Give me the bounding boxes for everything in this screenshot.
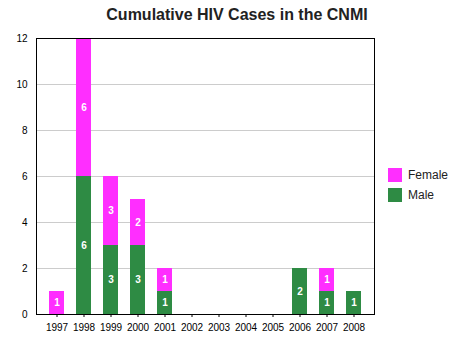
svg-text:3: 3 — [108, 205, 114, 216]
svg-text:2008: 2008 — [343, 322, 366, 333]
svg-text:6: 6 — [22, 171, 28, 182]
svg-text:12: 12 — [16, 33, 28, 44]
svg-text:6: 6 — [81, 240, 87, 251]
svg-text:0: 0 — [22, 309, 28, 320]
svg-text:3: 3 — [108, 274, 114, 285]
svg-text:8: 8 — [22, 125, 28, 136]
svg-text:2002: 2002 — [181, 322, 204, 333]
svg-text:1998: 1998 — [73, 322, 96, 333]
svg-text:1: 1 — [54, 297, 60, 308]
svg-text:10: 10 — [16, 79, 28, 90]
svg-text:1: 1 — [162, 297, 168, 308]
svg-text:2: 2 — [297, 286, 303, 297]
svg-text:2: 2 — [22, 263, 28, 274]
svg-text:3: 3 — [135, 274, 141, 285]
html-text:Male: Male — [408, 188, 434, 202]
html-text:Female: Female — [408, 168, 448, 182]
svg-text:1999: 1999 — [100, 322, 123, 333]
svg-text:2005: 2005 — [262, 322, 285, 333]
svg-text:4: 4 — [22, 217, 28, 228]
svg-text:1997: 1997 — [46, 322, 69, 333]
svg-text:2000: 2000 — [127, 322, 150, 333]
svg-text:1: 1 — [324, 274, 330, 285]
svg-text:2006: 2006 — [289, 322, 312, 333]
svg-text:2003: 2003 — [208, 322, 231, 333]
html-text:Cumulative HIV Cases in the CN: Cumulative HIV Cases in the CNMI — [106, 6, 368, 23]
svg-text:2007: 2007 — [316, 322, 339, 333]
svg-text:1: 1 — [351, 297, 357, 308]
svg-text:1: 1 — [324, 297, 330, 308]
svg-text:2: 2 — [135, 217, 141, 228]
svg-text:2004: 2004 — [235, 322, 258, 333]
svg-text:2001: 2001 — [154, 322, 177, 333]
svg-text:1: 1 — [162, 274, 168, 285]
svg-text:6: 6 — [81, 102, 87, 113]
